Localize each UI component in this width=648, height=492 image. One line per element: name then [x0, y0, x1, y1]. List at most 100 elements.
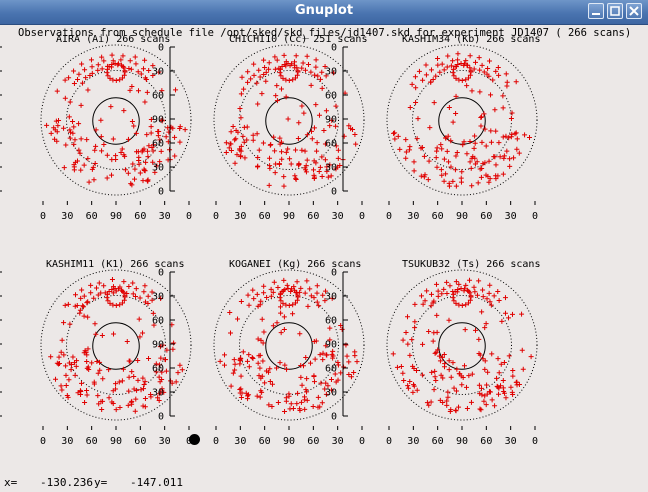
scan-point [486, 158, 492, 164]
scan-point [223, 149, 229, 155]
scan-point [288, 288, 294, 294]
scan-point [54, 138, 60, 144]
azimuth-tick-label: 90 [283, 211, 295, 222]
scan-point [428, 399, 434, 405]
scan-point [246, 352, 252, 358]
scan-point [432, 350, 438, 356]
scan-point [346, 371, 352, 377]
scan-point [80, 303, 86, 309]
scan-point [484, 296, 490, 302]
title-bar[interactable]: Gnuplot [0, 0, 648, 25]
scan-point [433, 281, 439, 287]
azimuth-tick-label: 30 [332, 436, 344, 447]
scan-point [281, 183, 287, 189]
scan-point [397, 146, 403, 152]
minimize-button[interactable] [588, 3, 604, 19]
scan-point [439, 61, 445, 67]
scan-point [135, 377, 141, 383]
scan-point [67, 135, 73, 141]
scan-point [44, 122, 50, 128]
scan-point [472, 133, 478, 139]
scan-point [413, 85, 419, 91]
scan-point [288, 161, 294, 167]
scan-point [505, 315, 511, 321]
scan-point [453, 110, 459, 116]
scan-point [410, 389, 416, 395]
scan-point [67, 127, 73, 133]
scan-point [403, 155, 409, 161]
scan-point [53, 376, 59, 382]
scan-point [338, 322, 344, 328]
horizon-ring [386, 269, 538, 421]
scan-point [294, 279, 300, 285]
elevation-tick-label: 30 [325, 163, 337, 174]
scan-point [78, 380, 84, 386]
scan-point [286, 78, 292, 84]
scan-point [482, 325, 488, 331]
scan-point [250, 356, 256, 362]
scan-point [135, 69, 141, 75]
scan-point [465, 300, 471, 306]
scan-point [496, 72, 502, 78]
elevation-tick-label: 90 [152, 115, 164, 126]
scan-point [304, 53, 310, 59]
scan-point [235, 316, 241, 322]
scan-point [77, 307, 83, 313]
scan-point [109, 399, 115, 405]
scan-point [126, 388, 132, 394]
azimuth-tick-label: 30 [234, 211, 246, 222]
elevation-tick-label: 90 [325, 115, 337, 126]
scan-point [258, 375, 264, 381]
scan-point [483, 321, 489, 327]
scan-point [272, 148, 278, 154]
scan-point [234, 152, 240, 158]
elevation-tick-label: 90 [325, 340, 337, 351]
scan-point [73, 292, 79, 298]
scan-point [74, 358, 80, 364]
scan-point [467, 72, 473, 78]
station-label: KASHIM11 (K1) 266 scans [46, 259, 184, 270]
scan-point [68, 361, 74, 367]
scan-point [255, 336, 261, 342]
scan-point [455, 51, 461, 57]
scan-point [514, 136, 520, 142]
scan-point [118, 149, 124, 155]
skyplot-figure: Observations from schedule file /opt/ske… [0, 27, 631, 447]
scan-point [266, 182, 272, 188]
scan-point [477, 89, 483, 95]
scan-point [68, 367, 74, 373]
scan-point [474, 292, 480, 298]
scan-point [179, 367, 185, 373]
scan-point [474, 159, 480, 165]
maximize-button[interactable] [607, 3, 623, 19]
scan-point [113, 288, 119, 294]
scan-point [428, 303, 434, 309]
scan-point [274, 365, 280, 371]
scan-point [473, 59, 478, 65]
scan-point [424, 288, 430, 294]
scan-point [237, 357, 243, 363]
scan-point [299, 103, 305, 109]
scan-point [317, 352, 323, 358]
y-coordinate-label: y= [94, 476, 108, 489]
scan-point [105, 63, 111, 69]
scan-point [131, 123, 137, 129]
elevation-tick-label: 60 [325, 91, 337, 102]
scan-point [392, 136, 398, 142]
close-button[interactable] [626, 3, 642, 19]
scan-point [98, 290, 104, 296]
scan-point [238, 115, 244, 121]
scan-point [148, 124, 154, 130]
scan-point [486, 290, 492, 296]
scan-point [328, 376, 334, 382]
scan-point [238, 91, 244, 97]
scan-point [337, 162, 343, 168]
scan-point [245, 292, 251, 298]
scan-point [346, 123, 352, 129]
scan-point [453, 279, 459, 285]
scan-point [335, 155, 341, 161]
scan-point [333, 123, 339, 129]
plot-canvas[interactable]: Observations from schedule file /opt/ske… [0, 24, 648, 472]
scan-point [308, 69, 314, 75]
scan-point [230, 123, 236, 129]
